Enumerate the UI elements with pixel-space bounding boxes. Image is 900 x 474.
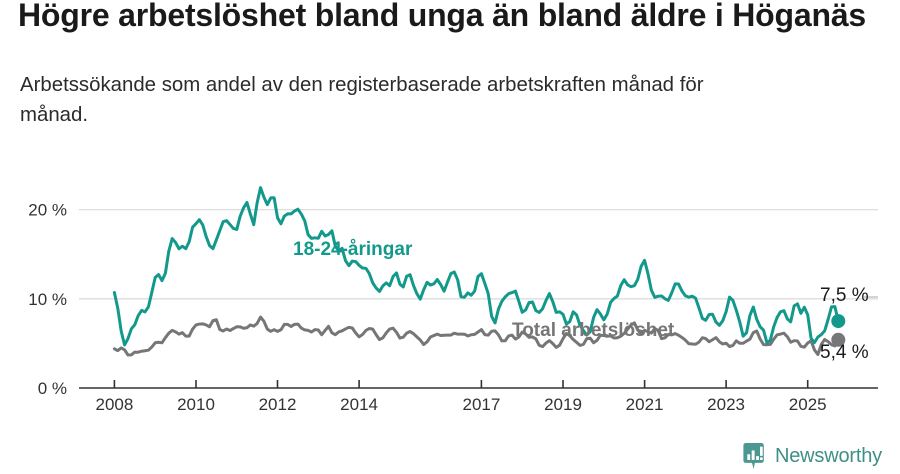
svg-text:7,5 %: 7,5 % xyxy=(820,285,869,306)
svg-text:2010: 2010 xyxy=(177,395,215,414)
svg-text:2012: 2012 xyxy=(259,395,297,414)
svg-text:2023: 2023 xyxy=(707,395,745,414)
svg-text:2019: 2019 xyxy=(544,395,582,414)
svg-text:2025: 2025 xyxy=(789,395,827,414)
svg-text:2008: 2008 xyxy=(95,395,133,414)
svg-text:20 %: 20 % xyxy=(28,201,67,220)
svg-text:Total arbetslöshet: Total arbetslöshet xyxy=(512,320,675,341)
svg-text:5,4 %: 5,4 % xyxy=(820,342,869,363)
svg-text:2021: 2021 xyxy=(626,395,664,414)
svg-text:2017: 2017 xyxy=(462,395,500,414)
svg-text:2014: 2014 xyxy=(340,395,378,414)
svg-text:10 %: 10 % xyxy=(28,290,67,309)
svg-text:0 %: 0 % xyxy=(38,379,67,398)
svg-text:18-24-åringar: 18-24-åringar xyxy=(293,239,413,260)
